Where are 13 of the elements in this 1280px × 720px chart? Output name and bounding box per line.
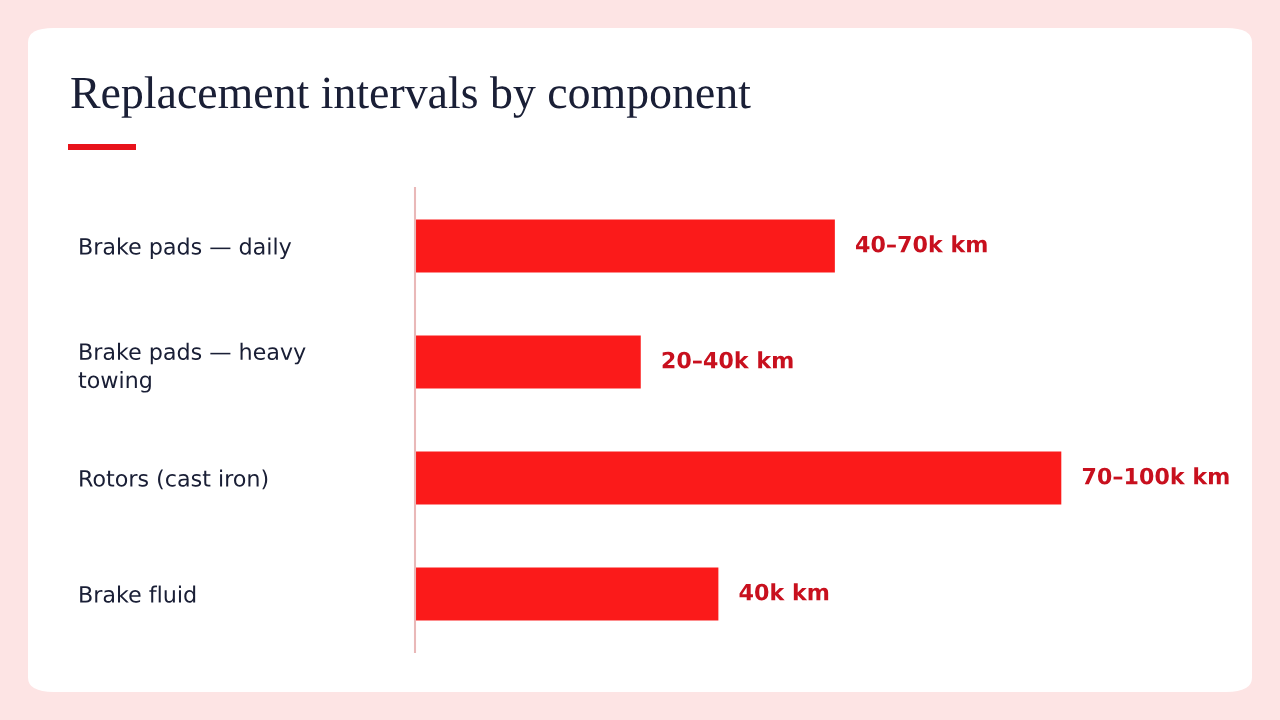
annotation: 40–70k km xyxy=(855,235,987,253)
annotation: 40k km xyxy=(739,583,829,601)
annotation: 20–40k km xyxy=(662,351,793,369)
y-tick-label: Brake pads — daily xyxy=(80,237,292,260)
bar xyxy=(415,334,643,390)
bar xyxy=(415,566,720,622)
y-tick-label: Rotors (cast iron) xyxy=(80,469,268,490)
y-tick-label: Brake fluid xyxy=(80,585,196,603)
bar xyxy=(415,218,837,274)
y-tick-label: Brake pads — heavy towing xyxy=(78,342,306,393)
bar xyxy=(415,450,1062,506)
chart-title: Replacement intervals by component xyxy=(71,76,751,118)
text: 70–100k km xyxy=(1082,467,1229,485)
